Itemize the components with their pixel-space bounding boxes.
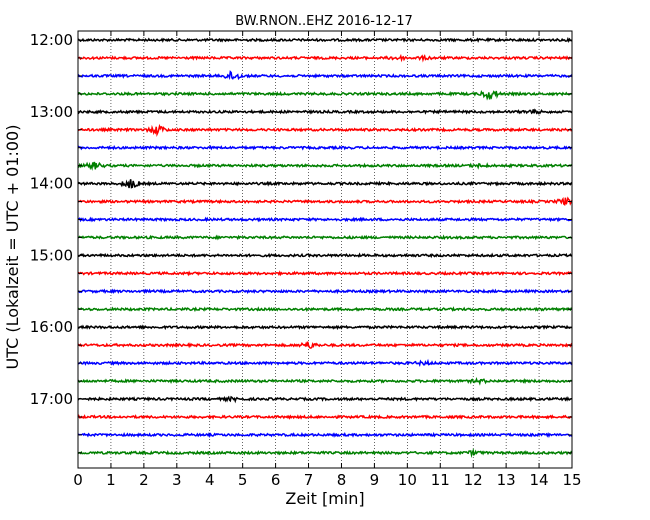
trace-line bbox=[77, 70, 573, 81]
trace-line bbox=[77, 414, 573, 420]
x-tick-label: 8 bbox=[337, 471, 347, 489]
x-tick-label: 9 bbox=[370, 471, 380, 489]
trace-line bbox=[77, 341, 573, 349]
x-tick-label: 7 bbox=[304, 471, 314, 489]
trace-line bbox=[77, 252, 573, 259]
y-tick-label: 16:00 bbox=[30, 318, 73, 336]
y-tick-label: 13:00 bbox=[30, 103, 73, 121]
y-tick-label: 12:00 bbox=[30, 31, 73, 49]
trace-line bbox=[77, 196, 573, 207]
trace-line bbox=[77, 431, 573, 439]
trace-line bbox=[77, 90, 573, 101]
x-axis: 0 1 2 3 4 5 6 7 8 9 10 11 12 13 14 15 bbox=[73, 31, 582, 489]
x-tick-label: 12 bbox=[464, 471, 483, 489]
trace-line bbox=[77, 161, 573, 171]
chart-title: BW.RNON..EHZ 2016-12-17 bbox=[235, 14, 413, 29]
trace-line bbox=[77, 53, 573, 63]
trace-line bbox=[77, 447, 573, 458]
y-axis: 12:00 13:00 14:00 15:00 16:00 17:00 bbox=[30, 31, 572, 454]
trace-line bbox=[77, 270, 573, 277]
trace-line bbox=[77, 123, 573, 138]
x-tick-label: 0 bbox=[73, 471, 83, 489]
x-tick-label: 2 bbox=[139, 471, 149, 489]
trace-line bbox=[77, 306, 573, 313]
trace-line bbox=[77, 36, 573, 43]
x-tick-label: 4 bbox=[205, 471, 215, 489]
x-tick-label: 3 bbox=[172, 471, 182, 489]
x-tick-label: 13 bbox=[497, 471, 516, 489]
seismic-traces bbox=[77, 36, 573, 458]
x-tick-label: 10 bbox=[398, 471, 417, 489]
x-tick-label: 11 bbox=[431, 471, 450, 489]
trace-line bbox=[77, 376, 573, 386]
x-tick-label: 6 bbox=[271, 471, 281, 489]
x-tick-label: 5 bbox=[238, 471, 248, 489]
y-tick-label: 17:00 bbox=[30, 390, 73, 408]
x-tick-label: 1 bbox=[106, 471, 116, 489]
trace-line bbox=[77, 179, 573, 189]
trace-line bbox=[77, 288, 573, 295]
trace-line bbox=[77, 234, 573, 241]
trace-line bbox=[77, 358, 573, 367]
x-axis-label: Zeit [min] bbox=[285, 489, 364, 508]
grid-lines bbox=[110, 31, 540, 468]
y-axis-label: UTC (Lokalzeit = UTC + 01:00) bbox=[3, 125, 22, 370]
y-tick-label: 15:00 bbox=[30, 246, 73, 264]
trace-line bbox=[77, 324, 573, 331]
plot-frame bbox=[77, 30, 573, 469]
trace-line bbox=[77, 144, 573, 151]
x-tick-label: 14 bbox=[530, 471, 549, 489]
y-tick-label: 14:00 bbox=[30, 175, 73, 193]
trace-line bbox=[77, 395, 573, 404]
trace-line bbox=[77, 108, 573, 115]
trace-line bbox=[77, 216, 573, 223]
x-tick-label: 15 bbox=[562, 471, 581, 489]
